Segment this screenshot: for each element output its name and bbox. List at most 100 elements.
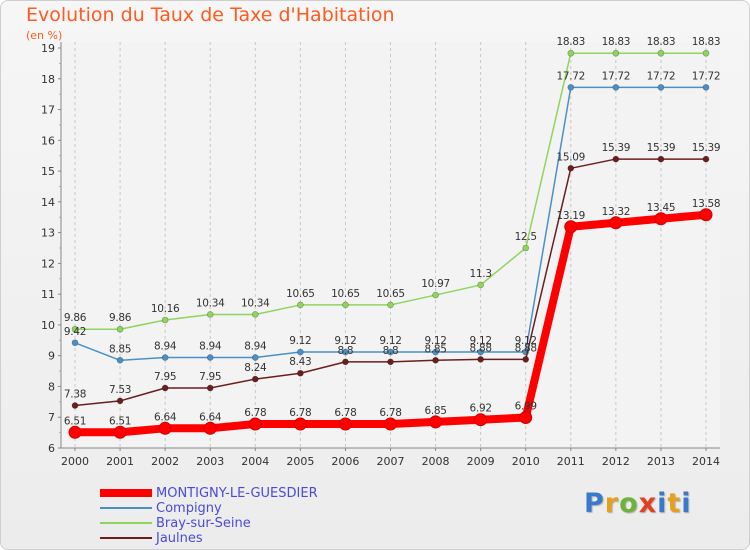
x-tick-label: 2005	[286, 455, 314, 468]
data-label: 17.72	[557, 70, 586, 82]
data-label: 9.86	[109, 312, 132, 324]
data-label: 13.32	[602, 206, 631, 218]
data-point	[113, 425, 127, 439]
logo-letter: x	[638, 488, 658, 519]
data-point	[657, 155, 665, 163]
data-point	[654, 212, 668, 226]
data-label: 6.78	[289, 407, 311, 419]
x-tick-label: 2014	[692, 455, 720, 468]
data-label: 8.8	[383, 345, 399, 357]
data-point	[387, 301, 394, 309]
data-label: 9.12	[289, 335, 311, 347]
y-tick-label: 10	[41, 319, 55, 332]
y-tick-label: 14	[41, 196, 55, 209]
data-label: 18.83	[647, 36, 676, 48]
legend-label-jaulnes: Jaulnes	[156, 531, 203, 546]
legend-item-jaulnes[interactable]: Jaulnes	[100, 531, 318, 546]
logo-letter: t	[667, 488, 682, 519]
logo-letter: r	[604, 488, 620, 519]
data-point	[248, 417, 262, 431]
data-point	[161, 384, 169, 392]
data-point	[116, 325, 124, 333]
data-label: 6.78	[244, 407, 266, 419]
y-tick-label: 19	[41, 42, 55, 55]
chart-title: Evolution du Taux de Taxe d'Habitation	[26, 4, 395, 26]
data-label: 8.85	[424, 343, 446, 355]
data-label: 17.72	[692, 70, 721, 82]
legend-item-montigny[interactable]: MONTIGNY-LE-GUESDIER	[100, 486, 318, 501]
data-point	[206, 384, 214, 392]
data-point	[297, 369, 304, 377]
legend-swatch-compigny	[100, 507, 152, 509]
data-label: 6.92	[470, 403, 492, 415]
data-point	[297, 301, 304, 309]
data-point	[432, 357, 439, 364]
x-tick-label: 2003	[196, 455, 224, 468]
data-label: 13.45	[647, 202, 676, 214]
data-point	[206, 354, 214, 361]
data-point	[477, 348, 484, 356]
data-label: 10.16	[151, 303, 180, 315]
data-label: 7.95	[154, 371, 176, 383]
x-tick-label: 2004	[241, 455, 269, 468]
data-point	[161, 354, 169, 361]
data-label: 7.53	[109, 384, 131, 396]
x-tick-label: 2012	[602, 455, 630, 468]
x-tick-label: 2013	[647, 455, 675, 468]
data-label: 10.34	[241, 297, 270, 309]
data-point	[522, 356, 530, 363]
data-label: 7.38	[64, 389, 86, 401]
legend-item-compigny[interactable]: Compigny	[100, 501, 318, 516]
x-tick-label: 2002	[151, 455, 179, 468]
data-point	[564, 220, 578, 234]
data-label: 7.95	[199, 371, 221, 383]
data-label: 8.88	[515, 342, 537, 354]
data-label: 15.39	[692, 142, 721, 154]
data-point	[519, 411, 533, 425]
data-point	[71, 339, 79, 347]
legend: MONTIGNY-LE-GUESDIER Compigny Bray-sur-S…	[100, 486, 318, 546]
data-point	[612, 49, 620, 57]
data-point	[251, 311, 259, 318]
data-point	[68, 425, 82, 439]
data-label: 13.19	[557, 210, 586, 222]
chart-subtitle: (en %)	[26, 29, 63, 42]
data-label: 9.12	[515, 335, 537, 347]
data-label: 9.42	[64, 326, 86, 338]
x-tick-label: 2010	[512, 455, 540, 468]
data-point	[702, 155, 710, 163]
data-point	[567, 84, 575, 91]
data-label: 8.94	[199, 341, 222, 353]
data-point	[342, 301, 349, 309]
data-point	[522, 244, 530, 252]
data-label: 6.78	[379, 407, 401, 419]
data-point	[338, 417, 352, 431]
data-point	[567, 165, 575, 172]
logo-letter: i	[681, 488, 692, 519]
y-tick-label: 6	[48, 442, 55, 455]
data-label: 8.43	[289, 356, 311, 368]
data-label: 8.24	[244, 362, 267, 374]
data-label: 18.83	[557, 36, 586, 48]
data-label: 9.12	[424, 335, 446, 347]
data-point	[432, 291, 439, 299]
data-label: 10.65	[331, 288, 360, 300]
data-point	[342, 358, 349, 366]
legend-item-bray[interactable]: Bray-sur-Seine	[100, 516, 318, 531]
data-label: 10.65	[286, 288, 315, 300]
data-point	[699, 208, 713, 222]
data-point	[429, 415, 443, 429]
x-tick-label: 2009	[467, 455, 495, 468]
data-label: 18.83	[692, 36, 721, 48]
data-point	[477, 356, 484, 363]
data-point	[477, 281, 484, 289]
y-tick-label: 7	[48, 411, 55, 424]
data-label: 6.51	[109, 415, 131, 427]
logo-letter: i	[657, 488, 668, 519]
data-label: 10.65	[376, 288, 405, 300]
data-point	[567, 49, 575, 57]
data-label: 13.58	[692, 198, 721, 210]
y-tick-label: 13	[41, 227, 55, 240]
data-point	[609, 216, 623, 230]
